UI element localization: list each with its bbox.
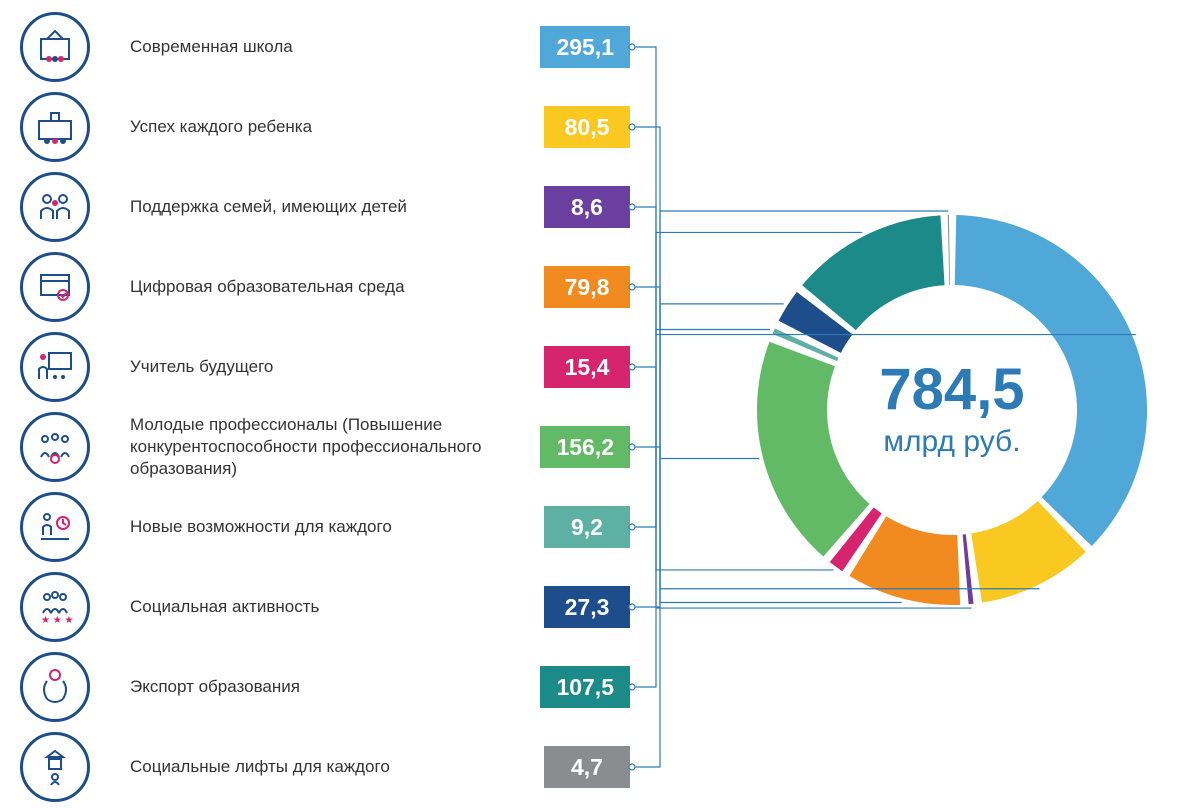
- budget-row: Молодые профессионалы (Повышение конкуре…: [20, 410, 630, 484]
- row-label: Экспорт образования: [90, 676, 540, 698]
- row-icon-lift: [20, 732, 90, 802]
- budget-row: Социальные лифты для каждого 4,7: [20, 730, 630, 804]
- budget-row: Учитель будущего 15,4: [20, 330, 630, 404]
- row-icon-school: [20, 12, 90, 82]
- donut-slice: [963, 534, 974, 604]
- donut-slice: [757, 342, 870, 557]
- row-label: Социальная активность: [90, 596, 544, 618]
- budget-row: Новые возможности для каждого 9,2: [20, 490, 630, 564]
- row-icon-opportunity: [20, 492, 90, 562]
- budget-row: ★ ★ ★ Социальная активность 27,3: [20, 570, 630, 644]
- row-icon-digital: [20, 252, 90, 322]
- donut-chart: 784,5 млрд руб.: [722, 180, 1182, 640]
- row-value-badge: 9,2: [544, 506, 630, 548]
- row-value-badge: 27,3: [544, 586, 630, 628]
- budget-row: Экспорт образования 107,5: [20, 650, 630, 724]
- donut-slice: [948, 215, 950, 285]
- row-label: Успех каждого ребенка: [90, 116, 544, 138]
- row-value-badge: 156,2: [540, 426, 630, 468]
- budget-row: Поддержка семей, имеющих детей 8,6: [20, 170, 630, 244]
- svg-text:★ ★ ★: ★ ★ ★: [41, 615, 73, 626]
- row-value-badge: 79,8: [544, 266, 630, 308]
- row-label: Цифровая образовательная среда: [90, 276, 544, 298]
- total-unit: млрд руб.: [879, 425, 1024, 459]
- row-label: Поддержка семей, имеющих детей: [90, 196, 544, 218]
- row-icon-family: [20, 172, 90, 242]
- row-label: Молодые профессионалы (Повышение конкуре…: [90, 414, 540, 480]
- items-column: Современная школа 295,1 Успех каждого ре…: [0, 0, 630, 808]
- row-label: Современная школа: [90, 36, 540, 58]
- donut-center: 784,5 млрд руб.: [879, 361, 1024, 459]
- row-label: Новые возможности для каждого: [90, 516, 544, 538]
- budget-row: Цифровая образовательная среда 79,8: [20, 250, 630, 324]
- row-value-badge: 295,1: [540, 26, 630, 68]
- row-icon-teacher: [20, 332, 90, 402]
- row-value-badge: 8,6: [544, 186, 630, 228]
- row-icon-activity: ★ ★ ★: [20, 572, 90, 642]
- row-label: Социальные лифты для каждого: [90, 756, 544, 778]
- total-value: 784,5: [879, 361, 1024, 419]
- row-icon-child-school: [20, 92, 90, 162]
- row-label: Учитель будущего: [90, 356, 544, 378]
- row-value-badge: 4,7: [544, 746, 630, 788]
- row-icon-export: [20, 652, 90, 722]
- budget-row: Современная школа 295,1: [20, 10, 630, 84]
- row-value-badge: 107,5: [540, 666, 630, 708]
- row-value-badge: 80,5: [544, 106, 630, 148]
- budget-row: Успех каждого ребенка 80,5: [20, 90, 630, 164]
- row-icon-professionals: [20, 412, 90, 482]
- row-value-badge: 15,4: [544, 346, 630, 388]
